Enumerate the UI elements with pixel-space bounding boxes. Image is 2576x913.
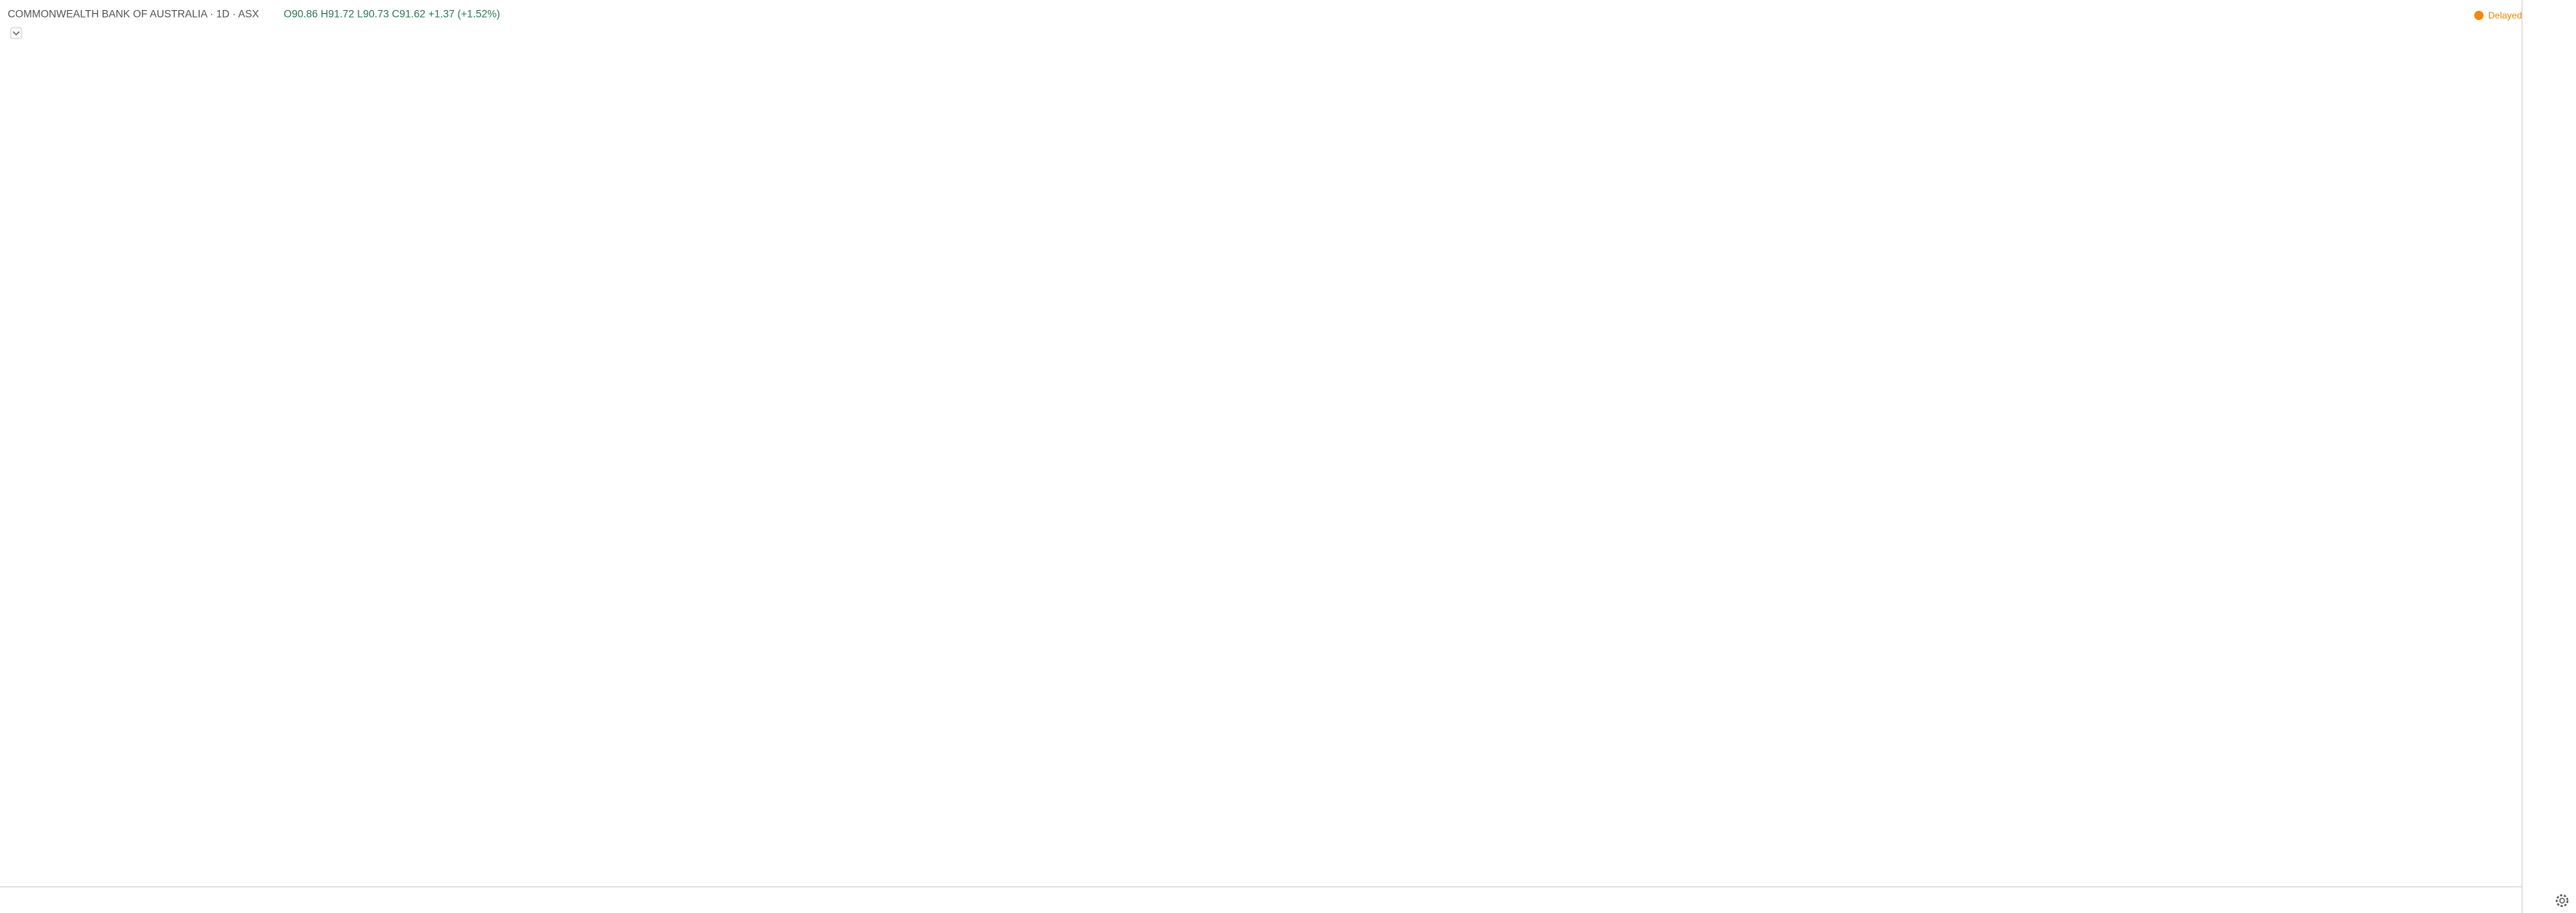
overlay: COMMONWEALTH BANK OF AUSTRALIA · 1D · AS… bbox=[8, 8, 2569, 908]
y-axis-band bbox=[2522, 0, 2576, 913]
chart-title: COMMONWEALTH BANK OF AUSTRALIA · 1D · AS… bbox=[8, 8, 259, 20]
gear-outer bbox=[2555, 894, 2569, 908]
gear-inner bbox=[2559, 898, 2565, 904]
settings-icon[interactable] bbox=[2555, 894, 2569, 908]
legend-toggle-icon bbox=[12, 31, 20, 36]
status: Delayed bbox=[2488, 10, 2522, 21]
status-dot bbox=[2474, 11, 2484, 20]
x-axis-band bbox=[0, 887, 2576, 913]
ohlc-values: O90.86 H91.72 L90.73 C91.62 +1.37 (+1.52… bbox=[284, 8, 500, 20]
legend-toggle[interactable] bbox=[10, 27, 22, 39]
